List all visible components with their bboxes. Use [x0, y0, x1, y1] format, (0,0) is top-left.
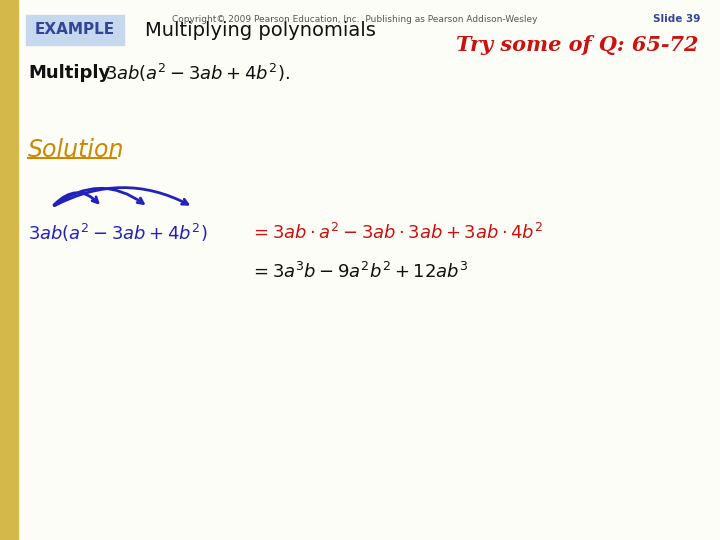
Text: EXAMPLE: EXAMPLE	[35, 23, 115, 37]
Text: Solution: Solution	[28, 138, 125, 162]
Text: Slide 39: Slide 39	[652, 14, 700, 24]
Text: Copyright© 2009 Pearson Education, Inc.  Publishing as Pearson Addison-Wesley: Copyright© 2009 Pearson Education, Inc. …	[172, 15, 538, 24]
Text: $3ab(a^2-3ab+4b^2)$: $3ab(a^2-3ab+4b^2)$	[28, 222, 207, 244]
Text: Multiply: Multiply	[28, 64, 110, 82]
Text: $=3a^3b-9a^2b^2+12ab^3$: $=3a^3b-9a^2b^2+12ab^3$	[250, 262, 468, 282]
Bar	[26, 15, 124, 45]
Text: $3ab(a^2-3ab+4b^2).$: $3ab(a^2-3ab+4b^2).$	[105, 62, 290, 84]
Text: Try some of Q: 65-72: Try some of Q: 65-72	[456, 35, 698, 55]
Text: Multiplying polynomials: Multiplying polynomials	[145, 21, 376, 39]
Bar	[0, 0, 18, 540]
Text: $=3ab\cdot a^2-3ab\cdot 3ab+3ab\cdot 4b^2$: $=3ab\cdot a^2-3ab\cdot 3ab+3ab\cdot 4b^…	[250, 223, 544, 243]
